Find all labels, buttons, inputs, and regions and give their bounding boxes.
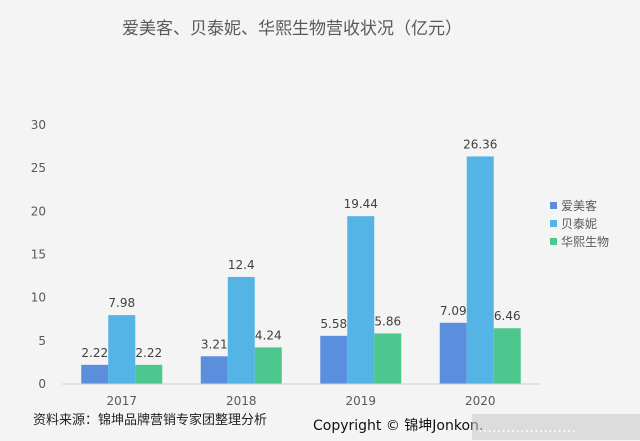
y-tick-label: 25 bbox=[31, 161, 46, 175]
bar-贝泰妮 bbox=[227, 276, 255, 384]
y-tick-label: 0 bbox=[38, 377, 46, 391]
bar-华熙生物 bbox=[374, 333, 402, 384]
x-tick-label: 2017 bbox=[106, 394, 137, 408]
chart-title: 爱美客、贝泰妮、华熙生物营收状况（亿元） bbox=[122, 19, 462, 39]
bar-爱美客 bbox=[439, 322, 467, 384]
watermark-text: ………………… bbox=[478, 420, 576, 436]
copyright-text: Copyright © 锦坤Jonkon. bbox=[313, 417, 483, 434]
bar-贝泰妮 bbox=[466, 156, 494, 384]
bar-爱美客 bbox=[81, 364, 109, 384]
bar-爱美客 bbox=[320, 335, 348, 384]
y-tick-label: 15 bbox=[31, 248, 46, 262]
data-label: 4.24 bbox=[255, 328, 282, 342]
source-note: 资料来源：锦坤品牌营销专家团整理分析 bbox=[33, 412, 267, 428]
x-tick-label: 2018 bbox=[226, 394, 257, 408]
data-label: 12.4 bbox=[228, 258, 255, 272]
y-tick-label: 10 bbox=[31, 291, 46, 305]
data-label: 7.09 bbox=[440, 304, 467, 318]
data-label: 3.21 bbox=[201, 337, 228, 351]
data-label: 2.22 bbox=[81, 346, 108, 360]
y-axis: 0 5 10 15 20 25 30 bbox=[31, 118, 46, 391]
x-tick-label: 2020 bbox=[465, 394, 496, 408]
y-tick-label: 20 bbox=[31, 204, 46, 218]
data-label: 6.46 bbox=[494, 309, 521, 323]
legend-swatch bbox=[550, 220, 557, 227]
bar-贝泰妮 bbox=[108, 315, 136, 384]
data-label: 5.86 bbox=[374, 314, 401, 328]
data-label: 7.98 bbox=[108, 296, 135, 310]
data-label: 19.44 bbox=[344, 197, 378, 211]
x-axis: 2017 2018 2019 2020 bbox=[62, 383, 540, 408]
data-label: 5.58 bbox=[320, 317, 347, 331]
bar-华熙生物 bbox=[135, 364, 163, 384]
legend-label: 爱美客 bbox=[561, 198, 597, 213]
bar-爱美客 bbox=[200, 356, 228, 384]
y-tick-label: 5 bbox=[38, 334, 46, 348]
watermark-band bbox=[472, 414, 640, 440]
bar-华熙生物 bbox=[493, 328, 521, 384]
data-label: 26.36 bbox=[463, 137, 497, 151]
legend-swatch bbox=[550, 202, 557, 209]
bar-贝泰妮 bbox=[347, 216, 375, 384]
legend-swatch bbox=[550, 238, 557, 245]
x-tick-label: 2019 bbox=[345, 394, 376, 408]
bar-华熙生物 bbox=[254, 347, 282, 384]
legend-label: 华熙生物 bbox=[561, 235, 609, 249]
data-label: 2.22 bbox=[135, 346, 162, 360]
y-tick-label: 30 bbox=[31, 118, 46, 132]
plot-area: 2.22 7.98 2.22 3.21 12.4 4.24 5.58 19.44 5.86 7.0… bbox=[81, 137, 521, 384]
legend-label: 贝泰妮 bbox=[561, 217, 597, 231]
